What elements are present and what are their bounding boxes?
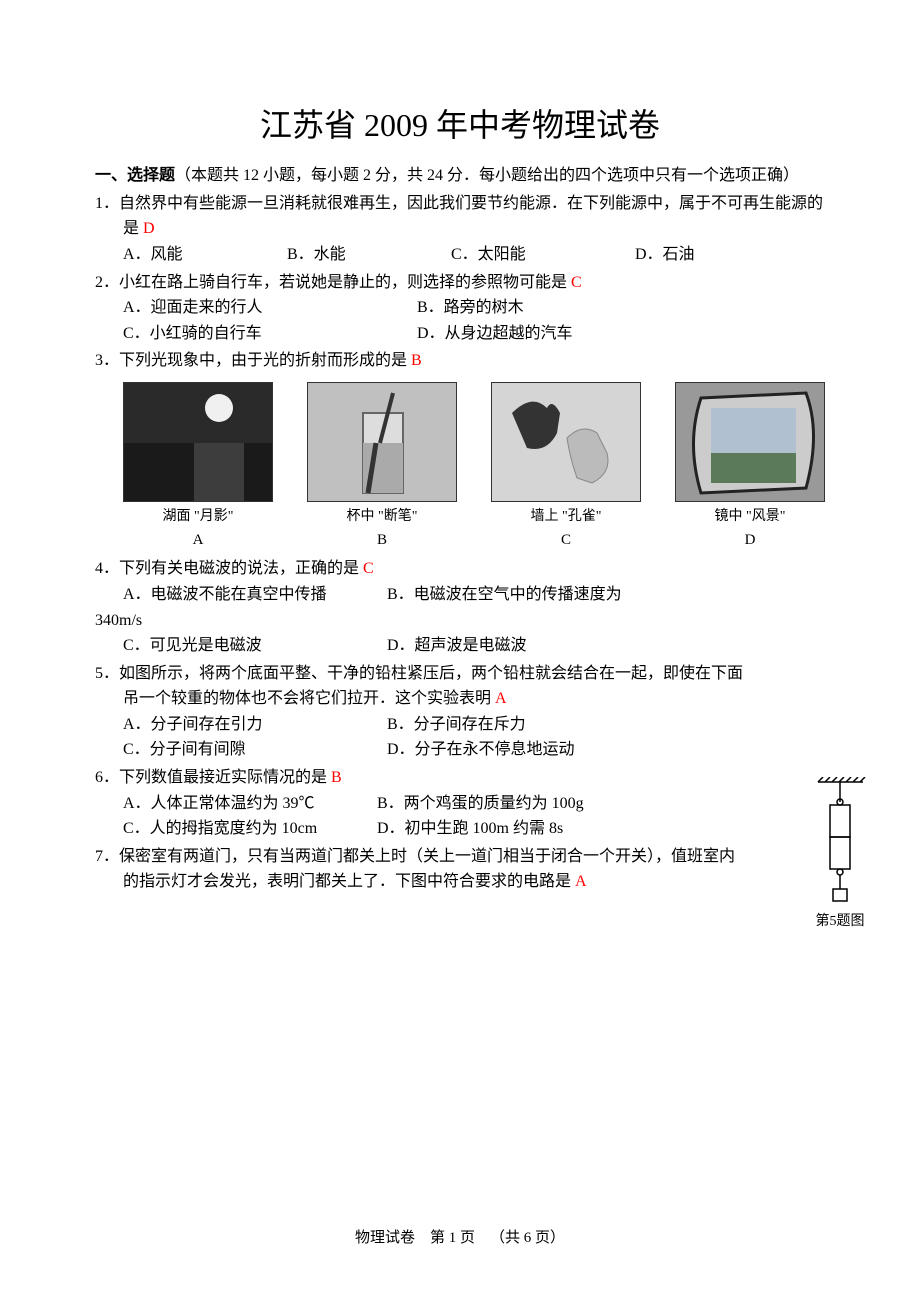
question-7: 7．保密室有两道门，只有当两道门都关上时（关上一道门相当于闭合一个开关），值班室… xyxy=(95,844,825,895)
section-header: 一、选择题（本题共 12 小题，每小题 2 分，共 24 分．每小题给出的四个选… xyxy=(95,163,825,189)
q7-text: 保密室有两道门，只有当两道门都关上时（关上一道门相当于闭合一个开关），值班室内的… xyxy=(119,848,735,891)
q4-options-row1: A．电磁波不能在真空中传播 B．电磁波在空气中的传播速度为 xyxy=(95,582,825,608)
section-label: 一、选择题 xyxy=(95,167,175,184)
q5-num: 5． xyxy=(95,665,119,682)
q1-options: A．风能 B．水能 C．太阳能 D．石油 xyxy=(95,242,825,268)
q6-opt-a: A．人体正常体温约为 39℃ xyxy=(123,791,373,817)
q2-options-row2: C．小红骑的自行车 D．从身边超越的汽车 xyxy=(95,321,825,347)
question-5: 5．如图所示，将两个底面平整、干净的铅柱紧压后，两个铅柱就会结合在一起，即使在下… xyxy=(95,661,825,712)
q1-opt-c: C．太阳能 xyxy=(451,242,631,268)
hand-shadow-image xyxy=(491,382,641,502)
q3-img-a: 湖面 "月影" A xyxy=(123,382,273,552)
q3-num: 3． xyxy=(95,352,119,369)
q3-img-b-caption: 杯中 "断笔" xyxy=(347,506,418,528)
q3-text: 下列光现象中，由于光的折射而形成的是 xyxy=(119,352,411,369)
q6-opt-c: C．人的拇指宽度约为 10cm xyxy=(123,816,373,842)
exam-title: 江苏省 2009 年中考物理试卷 xyxy=(95,100,825,151)
q6-opt-d: D．初中生跑 100m 约需 8s xyxy=(377,816,563,842)
q2-opt-a: A．迎面走来的行人 xyxy=(123,295,413,321)
q3-img-c: 墙上 "孔雀" C xyxy=(491,382,641,552)
mirror-scene-image xyxy=(675,382,825,502)
q5-figure: 第5题图 xyxy=(810,777,870,933)
q6-opt-b: B．两个鸡蛋的质量约为 100g xyxy=(377,791,584,817)
section-desc: （本题共 12 小题，每小题 2 分，共 24 分．每小题给出的四个选项中只有一… xyxy=(175,167,799,184)
footer-right: （共 6 页） xyxy=(490,1230,565,1246)
q5-options-row1: A．分子间存在引力 B．分子间存在斥力 xyxy=(95,712,825,738)
q5-opt-c: C．分子间有间隙 xyxy=(123,737,383,763)
q1-num: 1． xyxy=(95,195,119,212)
q6-options-row1: A．人体正常体温约为 39℃ B．两个鸡蛋的质量约为 100g xyxy=(95,791,825,817)
q3-img-d-caption: 镜中 "风景" xyxy=(715,506,786,528)
q4-opt-b-cont: 340m/s xyxy=(95,608,825,634)
question-2: 2．小红在路上骑自行车，若说她是静止的，则选择的参照物可能是 C xyxy=(95,270,825,296)
question-1: 1．自然界中有些能源一旦消耗就很难再生，因此我们要节约能源．在下列能源中，属于不… xyxy=(95,191,825,242)
lead-cylinder-diagram xyxy=(813,777,868,907)
q3-img-c-label: C xyxy=(561,528,571,552)
q3-images: 湖面 "月影" A 杯中 "断笔" B 墙上 "孔雀" C xyxy=(95,374,825,554)
q6-options-row2: C．人的拇指宽度约为 10cm D．初中生跑 100m 约需 8s xyxy=(95,816,825,842)
q4-num: 4． xyxy=(95,560,119,577)
q4-answer: C xyxy=(363,560,374,577)
q3-img-d: 镜中 "风景" D xyxy=(675,382,825,552)
q4-text: 下列有关电磁波的说法，正确的是 xyxy=(119,560,363,577)
question-3: 3．下列光现象中，由于光的折射而形成的是 B xyxy=(95,348,825,374)
footer-left: 物理试卷 xyxy=(355,1230,415,1246)
q2-text: 小红在路上骑自行车，若说她是静止的，则选择的参照物可能是 xyxy=(119,274,571,291)
q5-figure-caption: 第5题图 xyxy=(816,911,865,933)
q4-opt-c: C．可见光是电磁波 xyxy=(123,633,383,659)
q4-opt-a: A．电磁波不能在真空中传播 xyxy=(123,582,383,608)
q7-answer: A xyxy=(575,873,587,890)
q2-opt-d: D．从身边超越的汽车 xyxy=(417,321,573,347)
q4-opt-d: D．超声波是电磁波 xyxy=(387,633,527,659)
q3-answer: B xyxy=(411,352,422,369)
q2-options-row1: A．迎面走来的行人 B．路旁的树木 xyxy=(95,295,825,321)
q3-img-b: 杯中 "断笔" B xyxy=(307,382,457,552)
q3-img-c-caption: 墙上 "孔雀" xyxy=(531,506,602,528)
q2-num: 2． xyxy=(95,274,119,291)
q6-num: 6． xyxy=(95,769,119,786)
q4-opt-b: B．电磁波在空气中的传播速度为 xyxy=(387,582,622,608)
q6-answer: B xyxy=(331,769,342,786)
q5-opt-b: B．分子间存在斥力 xyxy=(387,712,526,738)
q3-img-a-label: A xyxy=(193,528,204,552)
q1-opt-a: A．风能 xyxy=(123,242,283,268)
q1-opt-d: D．石油 xyxy=(635,242,695,268)
pencil-glass-image xyxy=(307,382,457,502)
page-footer: 物理试卷 第 1 页 （共 6 页） xyxy=(0,1226,920,1250)
q4-options-row2: C．可见光是电磁波 D．超声波是电磁波 xyxy=(95,633,825,659)
q3-img-d-label: D xyxy=(745,528,756,552)
q1-answer: D xyxy=(143,220,155,237)
q5-options-row2: C．分子间有间隙 D．分子在永不停息地运动 xyxy=(95,737,825,763)
footer-mid: 第 1 页 xyxy=(430,1230,475,1246)
q3-img-b-label: B xyxy=(377,528,387,552)
q5-answer: A xyxy=(495,690,507,707)
question-4: 4．下列有关电磁波的说法，正确的是 C xyxy=(95,556,825,582)
q2-opt-b: B．路旁的树木 xyxy=(417,295,524,321)
q2-opt-c: C．小红骑的自行车 xyxy=(123,321,413,347)
q3-img-a-caption: 湖面 "月影" xyxy=(163,506,234,528)
q2-answer: C xyxy=(571,274,582,291)
q6-text: 下列数值最接近实际情况的是 xyxy=(119,769,331,786)
q1-text: 自然界中有些能源一旦消耗就很难再生，因此我们要节约能源．在下列能源中，属于不可再… xyxy=(119,195,823,238)
question-6: 6．下列数值最接近实际情况的是 B xyxy=(95,765,825,791)
q5-text: 如图所示，将两个底面平整、干净的铅柱紧压后，两个铅柱就会结合在一起，即使在下面吊… xyxy=(119,665,743,708)
moon-lake-image xyxy=(123,382,273,502)
q5-opt-a: A．分子间存在引力 xyxy=(123,712,383,738)
q7-num: 7． xyxy=(95,848,119,865)
q1-opt-b: B．水能 xyxy=(287,242,447,268)
q5-opt-d: D．分子在永不停息地运动 xyxy=(387,737,575,763)
